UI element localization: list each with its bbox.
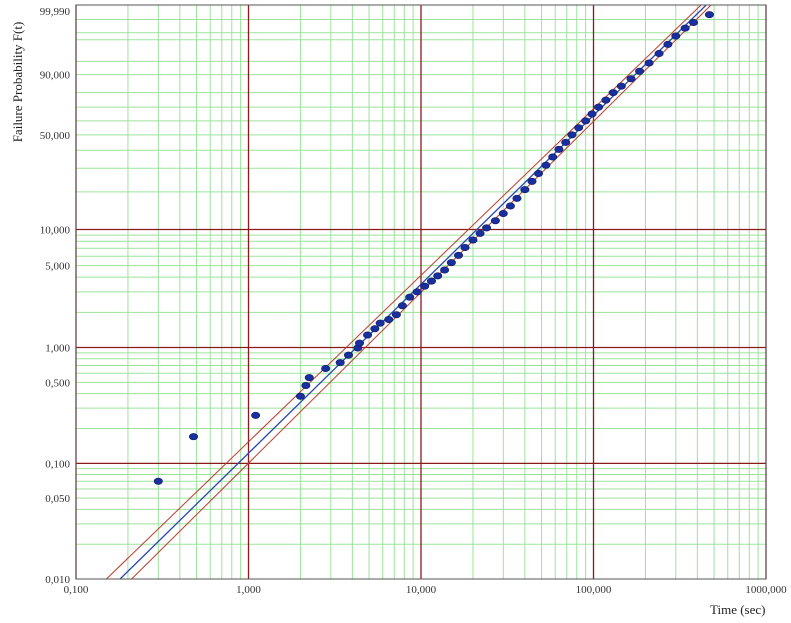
data-point (527, 177, 537, 185)
data-point (412, 288, 422, 296)
data-point (498, 209, 508, 217)
data-point (384, 315, 394, 323)
plot-frame (75, 4, 767, 580)
y-tick-label: 99,990 (40, 6, 71, 18)
data-point (654, 49, 664, 57)
data-point (295, 392, 305, 400)
y-tick-label: 0,050 (45, 493, 70, 505)
x-tick-labels: 0,100 1,000 10,000 100,000 1000,000 (64, 584, 788, 596)
data-point (426, 277, 436, 285)
x-axis-title: Time (sec) (710, 602, 766, 617)
y-tick-labels: 0,010 0,050 0,100 0,500 1,000 5,000 10,000 50,0… (40, 6, 71, 586)
x-tick-label: 1,000 (236, 584, 261, 596)
y-tick-label: 0,100 (45, 458, 70, 470)
data-point (304, 374, 314, 382)
data-point (587, 110, 597, 118)
x-tick-label: 10,000 (406, 584, 437, 596)
data-point (671, 32, 681, 40)
data-point (663, 40, 673, 48)
data-point (251, 411, 261, 419)
data-point (397, 302, 407, 310)
data-point (689, 18, 699, 26)
data-point (635, 67, 645, 75)
data-point (554, 145, 564, 153)
data-point (475, 229, 485, 237)
y-axis-title: Failure Probability F(t) (10, 22, 25, 143)
x-tick-label: 0,100 (64, 584, 89, 596)
data-point (574, 124, 584, 132)
x-tick-label: 1000,000 (745, 584, 787, 596)
y-tick-label: 10,000 (40, 225, 71, 237)
data-point (354, 339, 364, 347)
data-point (433, 272, 443, 280)
data-point (363, 331, 373, 339)
data-point (704, 11, 714, 19)
data-point (153, 477, 163, 485)
data-point (301, 382, 311, 390)
data-point (680, 24, 690, 32)
y-tick-label: 0,500 (45, 377, 70, 389)
data-point (601, 96, 611, 104)
data-point (608, 89, 618, 97)
data-point (644, 59, 654, 67)
x-tick-label: 100,000 (576, 584, 612, 596)
minor-grid (76, 5, 766, 579)
y-tick-label: 1,000 (45, 342, 70, 354)
data-point (541, 161, 551, 169)
data-point (344, 351, 354, 359)
data-point (482, 224, 492, 232)
data-point (616, 82, 626, 90)
data-point (594, 103, 604, 111)
data-point (581, 117, 591, 125)
data-point (561, 138, 571, 146)
data-point (446, 259, 456, 267)
data-point (454, 251, 464, 259)
data-point (520, 186, 530, 194)
data-point (490, 217, 500, 225)
y-tick-label: 0,010 (45, 574, 70, 586)
data-point (420, 282, 430, 290)
y-tick-label: 90,000 (40, 70, 71, 82)
data-point (335, 359, 345, 367)
data-point (548, 153, 558, 161)
data-point (468, 236, 478, 244)
y-tick-label: 5,000 (45, 261, 70, 273)
data-point (391, 311, 401, 319)
data-point (460, 243, 470, 251)
data-point (505, 202, 515, 210)
data-points (153, 11, 714, 485)
data-point (512, 194, 522, 202)
data-point (370, 325, 380, 333)
data-point (626, 75, 636, 83)
data-point (189, 433, 199, 441)
data-point (321, 364, 331, 372)
data-point (534, 169, 544, 177)
data-point (567, 131, 577, 139)
data-point (440, 266, 450, 274)
y-tick-label: 50,000 (40, 130, 71, 142)
data-point (405, 293, 415, 301)
data-point (375, 319, 385, 327)
